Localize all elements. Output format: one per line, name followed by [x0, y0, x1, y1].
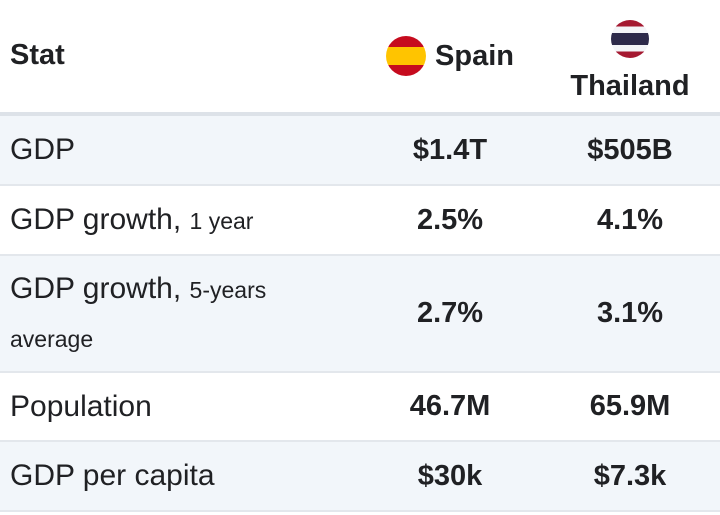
- table-header: Stat Spain Thailand: [0, 0, 720, 116]
- spain-name: Spain: [435, 39, 514, 72]
- row-label: GDP: [10, 133, 76, 166]
- row-label: GDP growth, 5-years average: [10, 271, 267, 352]
- thailand-name: Thailand: [570, 69, 690, 102]
- spain-column-header: Spain: [360, 36, 540, 76]
- thailand-value: $7.3k: [593, 459, 667, 492]
- row-label: Population: [10, 389, 152, 423]
- row-label: GDP growth, 1 year: [10, 202, 254, 236]
- row-qualifier: 1 year: [189, 207, 254, 234]
- thailand-value: 3.1%: [596, 297, 664, 329]
- spain-value: 46.7M: [409, 390, 491, 422]
- thailand-value: $505B: [587, 133, 673, 166]
- spain-value: $30k: [417, 459, 483, 492]
- table-row: GDP $1.4T $505B: [0, 116, 720, 186]
- thailand-column-header: Thailand: [540, 10, 720, 103]
- row-label: GDP per capita: [10, 459, 215, 492]
- spain-value: $1.4T: [412, 133, 488, 166]
- thailand-flag-icon: [611, 19, 649, 58]
- table-row: GDP growth, 1 year 2.5% 4.1%: [0, 186, 720, 256]
- thailand-value: 4.1%: [596, 203, 664, 236]
- thailand-value: 65.9M: [589, 390, 671, 422]
- table-row: GDP per capita $30k $7.3k: [0, 442, 720, 512]
- table-row: GDP growth, 5-years average 2.7% 3.1%: [0, 256, 720, 373]
- stat-column-header: Stat: [10, 39, 65, 71]
- table-row: Population 46.7M 65.9M: [0, 373, 720, 442]
- row-qualifier: 5-years average: [10, 276, 267, 352]
- spain-value: 2.7%: [416, 297, 484, 329]
- spain-flag-icon: [386, 36, 427, 76]
- spain-value: 2.5%: [416, 203, 484, 236]
